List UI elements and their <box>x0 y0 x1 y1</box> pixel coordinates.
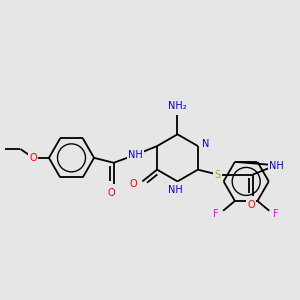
Text: NH: NH <box>269 161 284 171</box>
Text: S: S <box>214 169 220 179</box>
Text: F: F <box>273 209 279 219</box>
Text: F: F <box>213 209 219 219</box>
Text: O: O <box>130 179 137 189</box>
Text: O: O <box>29 153 37 163</box>
Text: NH: NH <box>168 185 183 195</box>
Text: N: N <box>202 139 209 149</box>
Text: O: O <box>247 200 255 210</box>
Text: NH: NH <box>128 150 143 160</box>
Text: O: O <box>108 188 116 198</box>
Text: NH₂: NH₂ <box>168 101 187 111</box>
